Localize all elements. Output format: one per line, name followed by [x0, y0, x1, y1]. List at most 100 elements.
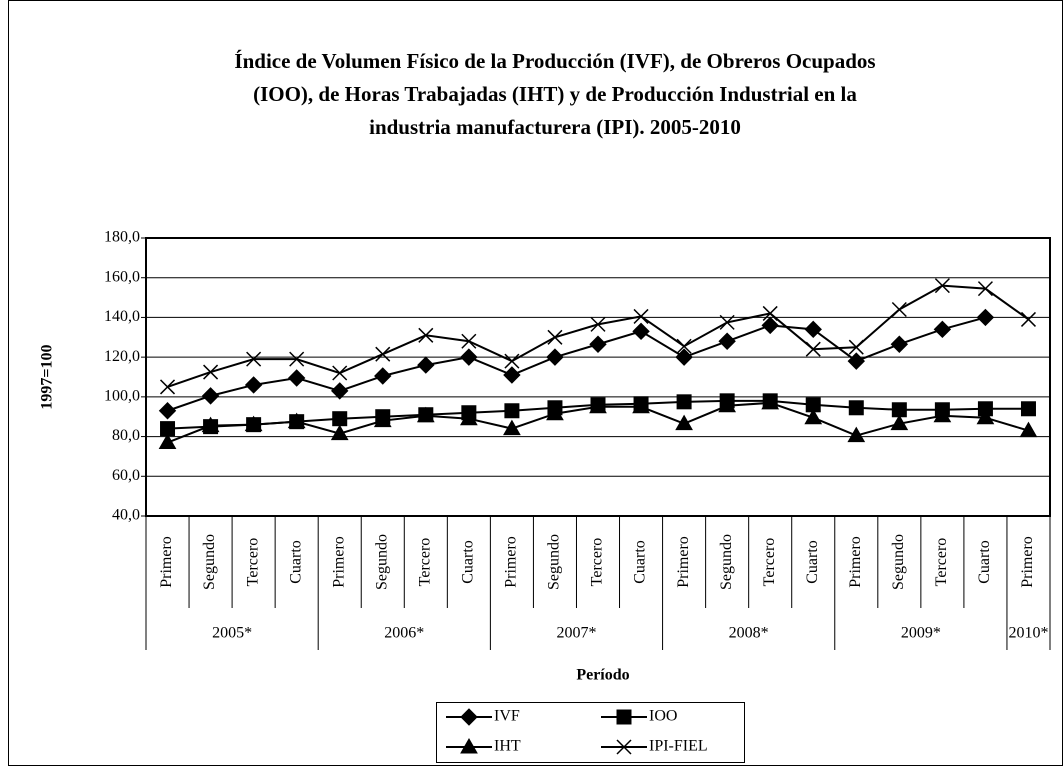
data-point: [504, 403, 520, 419]
data-point: [1019, 421, 1038, 438]
data-point: [203, 364, 219, 380]
x-axis-label: Período: [576, 667, 629, 684]
data-point: [287, 369, 306, 387]
data-point: [675, 348, 693, 366]
data-point: [331, 382, 349, 400]
legend-label: IHT: [494, 738, 521, 755]
data-point: [158, 433, 177, 450]
data-point: [933, 320, 952, 339]
data-point: [675, 414, 693, 431]
x-tick-label: Primero: [1019, 536, 1036, 588]
data-point: [805, 341, 821, 357]
data-point: [890, 414, 909, 431]
legend: [436, 702, 745, 763]
x-tick-label: Primero: [847, 536, 864, 588]
data-point: [332, 411, 348, 427]
data-point: [547, 329, 563, 345]
legend-marker: [460, 708, 478, 726]
data-point: [244, 415, 263, 432]
legend-marker: [460, 737, 478, 754]
data-point: [632, 397, 650, 414]
legend-marker: [616, 709, 632, 725]
x-tick-label: Segundo: [546, 534, 563, 590]
year-label: 2006*: [384, 625, 424, 642]
x-tick-label: Cuarto: [287, 540, 304, 584]
data-point: [632, 322, 650, 341]
y-tick-label: 180,0: [104, 229, 140, 246]
x-tick-label: Tercero: [933, 538, 950, 587]
data-point: [976, 408, 995, 425]
x-tick-label: Cuarto: [632, 540, 649, 584]
data-point: [1020, 401, 1036, 417]
data-point: [891, 301, 907, 318]
data-point: [848, 339, 864, 355]
data-point: [158, 402, 177, 420]
x-tick-label: Tercero: [416, 538, 433, 587]
data-point: [676, 394, 692, 410]
legend-marker: [616, 739, 632, 755]
data-point: [417, 356, 435, 374]
data-point: [461, 333, 477, 349]
chart-title: Índice de Volumen Físico de la Producció…: [234, 49, 875, 73]
y-axis-label: 1997=100: [39, 344, 56, 409]
x-tick-label: Tercero: [244, 538, 261, 587]
x-tick-label: Segundo: [201, 534, 218, 590]
series-line: [167, 316, 986, 412]
x-tick-label: Tercero: [589, 538, 606, 587]
data-point: [503, 419, 521, 436]
data-point: [718, 332, 736, 350]
data-point: [890, 335, 909, 353]
data-point: [201, 387, 220, 405]
data-point: [633, 308, 649, 324]
y-tick-label: 160,0: [104, 268, 140, 285]
x-tick-label: Primero: [158, 536, 175, 588]
legend-label: IVF: [494, 708, 520, 725]
data-point: [289, 351, 305, 367]
data-point: [244, 376, 263, 394]
data-point: [459, 409, 478, 426]
data-point: [416, 406, 435, 423]
data-point: [460, 348, 478, 366]
year-label: 2009*: [901, 625, 941, 642]
data-point: [589, 397, 607, 414]
data-point: [418, 327, 434, 343]
plot-area: [145, 237, 1051, 517]
year-label: 2008*: [729, 625, 769, 642]
y-tick-label: 140,0: [104, 308, 140, 325]
year-label: 2005*: [212, 625, 252, 642]
data-point: [590, 316, 606, 332]
y-tick-label: 40,0: [112, 507, 140, 524]
data-point: [159, 379, 176, 395]
chart-border: [8, 0, 1063, 766]
data-point: [718, 396, 737, 413]
data-point: [848, 400, 864, 416]
x-tick-label: Tercero: [761, 538, 778, 587]
data-point: [977, 281, 993, 297]
data-point: [761, 393, 780, 410]
data-point: [330, 424, 349, 441]
data-point: [201, 416, 220, 433]
x-tick-label: Primero: [675, 536, 692, 588]
legend-label: IOO: [649, 708, 677, 725]
data-point: [373, 411, 392, 428]
data-point: [374, 367, 392, 385]
data-point: [546, 404, 564, 421]
year-label: 2010*: [1008, 625, 1048, 642]
legend-label: IPI-FIEL: [649, 738, 708, 755]
data-point: [847, 352, 865, 370]
x-tick-label: Primero: [330, 536, 347, 588]
x-tick-label: Segundo: [890, 534, 907, 590]
data-point: [847, 426, 866, 443]
y-tick-label: 80,0: [112, 427, 140, 444]
year-label: 2007*: [556, 625, 596, 642]
chart-title: industria manufacturera (IPI). 2005-2010: [369, 115, 741, 139]
data-point: [934, 278, 950, 294]
data-point: [504, 353, 520, 369]
data-point: [676, 338, 692, 354]
y-tick-label: 100,0: [104, 388, 140, 405]
x-tick-label: Cuarto: [804, 540, 821, 584]
data-point: [1020, 311, 1037, 327]
data-point: [246, 351, 262, 367]
data-point: [804, 320, 822, 339]
